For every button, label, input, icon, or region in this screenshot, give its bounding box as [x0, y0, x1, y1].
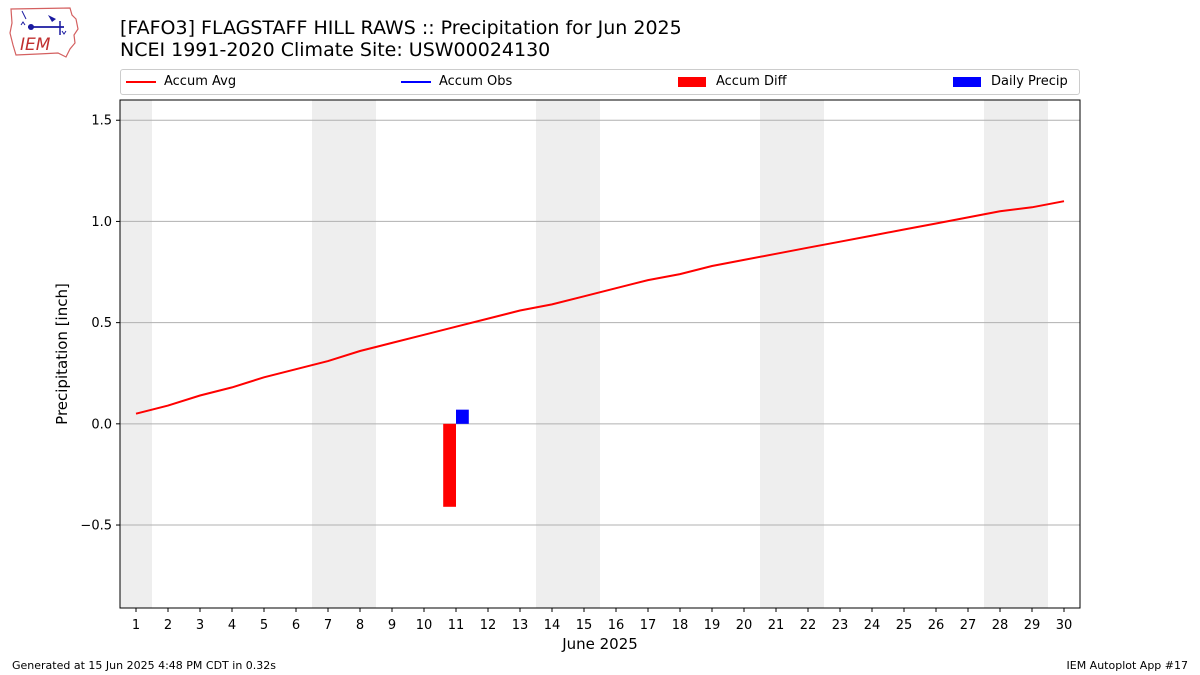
weekend-shade-day-1 [120, 100, 152, 608]
x-tick-label-27: 27 [960, 618, 977, 633]
footer-generated-text: Generated at 15 Jun 2025 4:48 PM CDT in … [12, 659, 277, 672]
legend-label-accum-avg: Accum Avg [164, 74, 237, 89]
x-tick-label-26: 26 [928, 618, 945, 633]
y-tick-label-1: 0.0 [91, 417, 112, 432]
footer-app-text: IEM Autoplot App #17 [1066, 659, 1189, 672]
bars-layer [443, 409, 469, 507]
weekend-shade-day-28 [984, 100, 1016, 608]
logo-text: IEM [20, 35, 51, 55]
x-tick-label-22: 22 [800, 618, 817, 633]
y-tick-label-4: 1.5 [91, 114, 112, 129]
bar-daily-precip-0 [456, 409, 469, 424]
legend-swatch-accum-obs [401, 81, 431, 83]
y-tick-label-2: 0.5 [91, 316, 112, 331]
y-tick-label-0: −0.5 [80, 519, 112, 534]
x-tick-label-16: 16 [608, 618, 625, 633]
x-tick-label-23: 23 [832, 618, 849, 633]
x-tick-label-19: 19 [704, 618, 721, 633]
chart-title: [FAFO3] FLAGSTAFF HILL RAWS :: Precipita… [120, 17, 682, 61]
bar-accum-diff-0 [443, 423, 456, 507]
x-tick-label-28: 28 [992, 618, 1009, 633]
gridlines-layer [120, 119, 1080, 526]
x-tick-label-3: 3 [196, 618, 204, 633]
legend-swatch-accum-avg [126, 81, 156, 83]
title-line-1: [FAFO3] FLAGSTAFF HILL RAWS :: Precipita… [120, 17, 682, 39]
weekend-shade-day-22 [792, 100, 824, 608]
x-tick-label-1: 1 [132, 618, 140, 633]
x-tick-label-6: 6 [292, 618, 300, 633]
x-tick-label-24: 24 [864, 618, 881, 633]
x-tick-label-25: 25 [896, 618, 913, 633]
x-tick-label-21: 21 [768, 618, 785, 633]
x-tick-label-17: 17 [640, 618, 657, 633]
lines-layer [135, 200, 1065, 415]
weekend-shade-day-29 [1016, 100, 1048, 608]
x-axis-label: June 2025 [561, 635, 638, 653]
x-tick-label-15: 15 [576, 618, 593, 633]
x-tick-label-2: 2 [164, 618, 172, 633]
weekend-shade-day-15 [568, 100, 600, 608]
legend-label-daily-precip: Daily Precip [991, 74, 1068, 89]
title-line-2: NCEI 1991-2020 Climate Site: USW00024130 [120, 39, 551, 61]
x-tick-label-9: 9 [388, 618, 396, 633]
plot-frame [119, 99, 1081, 609]
legend-swatch-daily-precip [953, 77, 981, 87]
x-tick-label-18: 18 [672, 618, 689, 633]
x-tick-label-29: 29 [1024, 618, 1041, 633]
weekend-shading-layer [120, 100, 1048, 608]
x-tick-label-20: 20 [736, 618, 753, 633]
x-tick-label-11: 11 [448, 618, 465, 633]
x-tick-label-4: 4 [228, 618, 236, 633]
x-tick-label-7: 7 [324, 618, 332, 633]
x-tick-label-30: 30 [1056, 618, 1073, 633]
x-tick-label-8: 8 [356, 618, 364, 633]
x-axis: 1 2 3 4 5 6 7 8 9 10 11 12 13 14 15 16 17 18 19 20 21 22 23 24 2… [132, 608, 1072, 633]
x-tick-label-12: 12 [480, 618, 497, 633]
x-tick-label-5: 5 [260, 618, 268, 633]
legend: Accum Avg Accum Obs Accum Diff Daily Pre… [120, 69, 1080, 95]
weekend-shade-day-21 [760, 100, 792, 608]
y-tick-label-3: 1.0 [91, 215, 112, 230]
legend-label-accum-obs: Accum Obs [439, 74, 513, 89]
legend-swatch-accum-diff [678, 77, 706, 87]
x-tick-label-14: 14 [544, 618, 561, 633]
x-tick-label-13: 13 [512, 618, 529, 633]
y-axis: −0.5 0.0 0.5 1.0 1.5 [80, 114, 120, 534]
weekend-shade-day-14 [536, 100, 568, 608]
iem-logo-graphic: IEM [9, 7, 79, 58]
weekend-shade-day-7 [312, 100, 344, 608]
legend-label-accum-diff: Accum Diff [716, 74, 787, 89]
y-axis-label: Precipitation [inch] [53, 283, 71, 425]
iem-logo-icon: IEM [8, 5, 80, 59]
x-tick-label-10: 10 [416, 618, 433, 633]
line-accum-avg [135, 200, 1065, 415]
